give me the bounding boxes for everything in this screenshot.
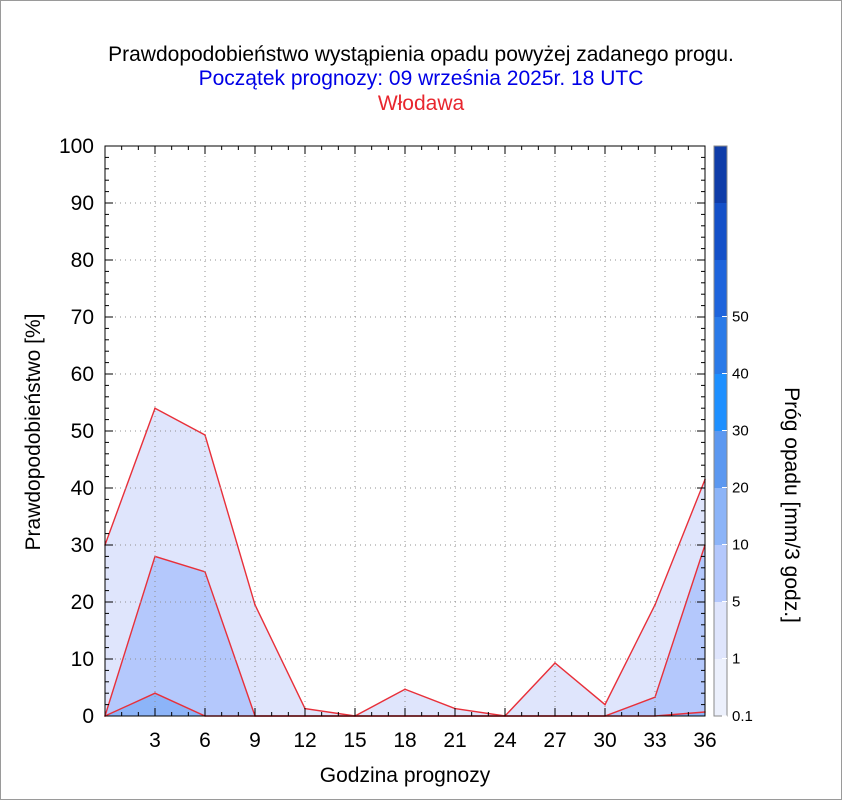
x-tick-label: 33	[643, 729, 666, 752]
y-tick-label: 20	[71, 591, 94, 614]
colorbar-segment	[714, 260, 727, 317]
x-axis-label: Godzina prognozy	[320, 764, 491, 787]
x-tick-label: 24	[493, 729, 517, 752]
x-tick-label: 27	[543, 729, 566, 752]
point-series-2-1	[154, 692, 156, 694]
colorbar-segment	[714, 602, 727, 659]
x-tick-label: 6	[199, 729, 211, 752]
chart-title: Prawdopodobieństwo wystąpienia opadu pow…	[108, 43, 734, 66]
colorbar-label-value: 50	[732, 309, 749, 326]
point-series-0-10	[604, 703, 606, 706]
y-tick-label: 90	[71, 192, 94, 215]
station-name: Włodawa	[377, 92, 465, 115]
colorbar-segment	[714, 374, 727, 431]
x-tick-label: 9	[249, 729, 261, 752]
colorbar	[713, 145, 728, 717]
x-tick-label: 18	[393, 729, 416, 752]
point-series-0-6	[404, 688, 406, 691]
x-tick-label: 36	[693, 729, 716, 752]
chart-subtitle: Początek prognozy: 09 września 2025r. 18…	[198, 67, 644, 90]
area-series-2	[105, 693, 705, 716]
colorbar-segment	[714, 545, 727, 602]
colorbar-label-value: 1	[732, 651, 740, 668]
grid-layer	[105, 146, 705, 716]
colorbar-segment	[714, 488, 727, 545]
point-series-0-9	[554, 662, 556, 664]
point-series-0-2	[204, 434, 206, 436]
x-tick-label: 30	[593, 729, 616, 752]
x-tick-label: 12	[293, 729, 316, 752]
y-tick-label: 0	[82, 705, 94, 728]
colorbar-label-value: 5	[732, 594, 740, 611]
x-tick-label: 15	[343, 729, 366, 752]
y-tick-label: 100	[59, 135, 94, 158]
y-tick-label: 60	[71, 363, 94, 386]
point-series-0-3	[254, 604, 256, 606]
y-tick-label: 30	[71, 534, 94, 557]
y-tick-label: 80	[71, 249, 94, 272]
colorbar-segment	[714, 431, 727, 488]
colorbar-segment	[714, 203, 727, 260]
area-series-0	[105, 408, 705, 716]
point-series-0-11	[654, 604, 656, 606]
colorbar-label-value: 10	[732, 537, 749, 554]
colorbar-segment	[714, 146, 727, 203]
colorbar-label-value: 0.1	[732, 708, 753, 725]
colorbar-label: Próg opadu [mm/3 godz.]	[780, 387, 803, 623]
y-tick-label: 10	[71, 648, 94, 671]
colorbar-label-value: 40	[732, 366, 749, 383]
colorbar-label-value: 20	[732, 480, 749, 497]
x-tick-label: 3	[149, 729, 161, 752]
colorbar-segment	[714, 317, 727, 374]
y-tick-label: 70	[71, 306, 94, 329]
colorbar-label-value: 30	[732, 423, 749, 440]
point-series-0-1	[154, 407, 156, 410]
x-tick-label: 21	[443, 729, 466, 752]
y-axis-label: Prawdopodobieństwo [%]	[22, 314, 45, 551]
y-tick-label: 40	[71, 477, 94, 500]
colorbar-segment	[714, 659, 727, 716]
y-tick-label: 50	[71, 420, 94, 443]
plot-frame	[104, 145, 706, 717]
